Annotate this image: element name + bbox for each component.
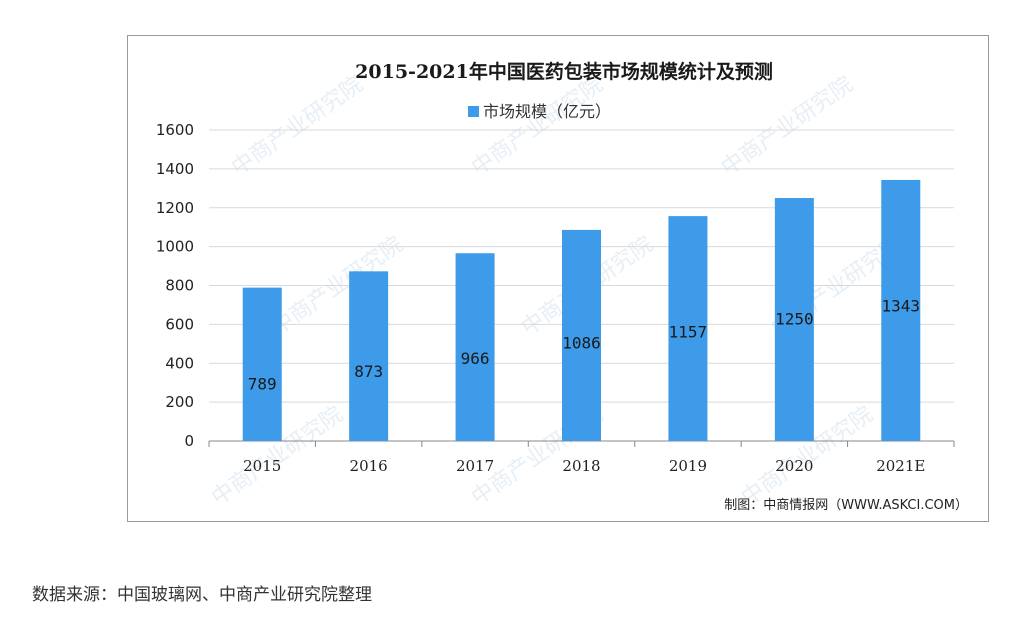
y-tick-label: 0	[184, 432, 194, 450]
y-tick-label: 1200	[156, 199, 194, 217]
legend-swatch	[468, 106, 479, 117]
y-tick-label: 1000	[156, 238, 194, 256]
x-axis-ticks: 2015 2016 2017 2018 2019 2020 2021E	[208, 441, 955, 475]
y-tick-label: 600	[165, 315, 194, 333]
data-label: 789	[248, 374, 277, 393]
legend-label: 市场规模（亿元）	[483, 102, 611, 121]
bar-2018	[562, 229, 601, 441]
bar-2017	[455, 253, 495, 441]
y-axis-ticks: 0 200 400 600 800 1000 1200 1400 1600	[156, 121, 194, 450]
legend: 市场规模（亿元）	[468, 102, 611, 121]
bar-2021E	[881, 179, 921, 441]
x-tick-label: 2020	[775, 457, 813, 475]
data-label: 1250	[775, 310, 814, 329]
data-label: 966	[461, 349, 490, 368]
bar-2015	[242, 287, 282, 441]
y-tick-label: 200	[165, 393, 194, 411]
x-tick-label: 2019	[669, 457, 707, 475]
data-label: 1086	[562, 333, 601, 352]
x-tick-label: 2015	[243, 457, 281, 475]
y-tick-label: 400	[165, 354, 194, 372]
x-tick-label: 2021E	[876, 457, 925, 475]
watermark-text: 中商产业研究院	[227, 72, 368, 181]
x-tick-label: 2017	[456, 457, 494, 475]
chart-frame: 中商产业研究院 中商产业研究院 中商产业研究院 中商产业研究院 中商产业研究院 中商产业研…	[127, 35, 989, 522]
data-labels: 789 873 966 1086 1157 1250 1343	[248, 296, 920, 393]
y-tick-label: 800	[165, 277, 194, 295]
x-tick-label: 2018	[562, 457, 600, 475]
chart-credit: 制图：中商情报网（WWW.ASKCI.COM）	[724, 498, 968, 513]
watermark-text: 中商产业研究院	[467, 72, 608, 181]
source-note: 数据来源：中国玻璃网、中商产业研究院整理	[32, 585, 372, 605]
x-tick-label: 2016	[350, 457, 388, 475]
data-label: 1343	[882, 296, 921, 315]
bar-2016	[349, 271, 389, 441]
data-label: 873	[354, 362, 383, 381]
bars	[242, 179, 921, 441]
watermark-text: 中商产业研究院	[717, 72, 858, 181]
bar-2020	[774, 198, 814, 441]
y-tick-label: 1400	[156, 160, 194, 178]
data-label: 1157	[669, 323, 708, 342]
bar-2019	[668, 216, 708, 441]
y-tick-label: 1600	[156, 121, 194, 139]
chart-title: 2015-2021年中国医药包装市场规模统计及预测	[355, 60, 773, 83]
